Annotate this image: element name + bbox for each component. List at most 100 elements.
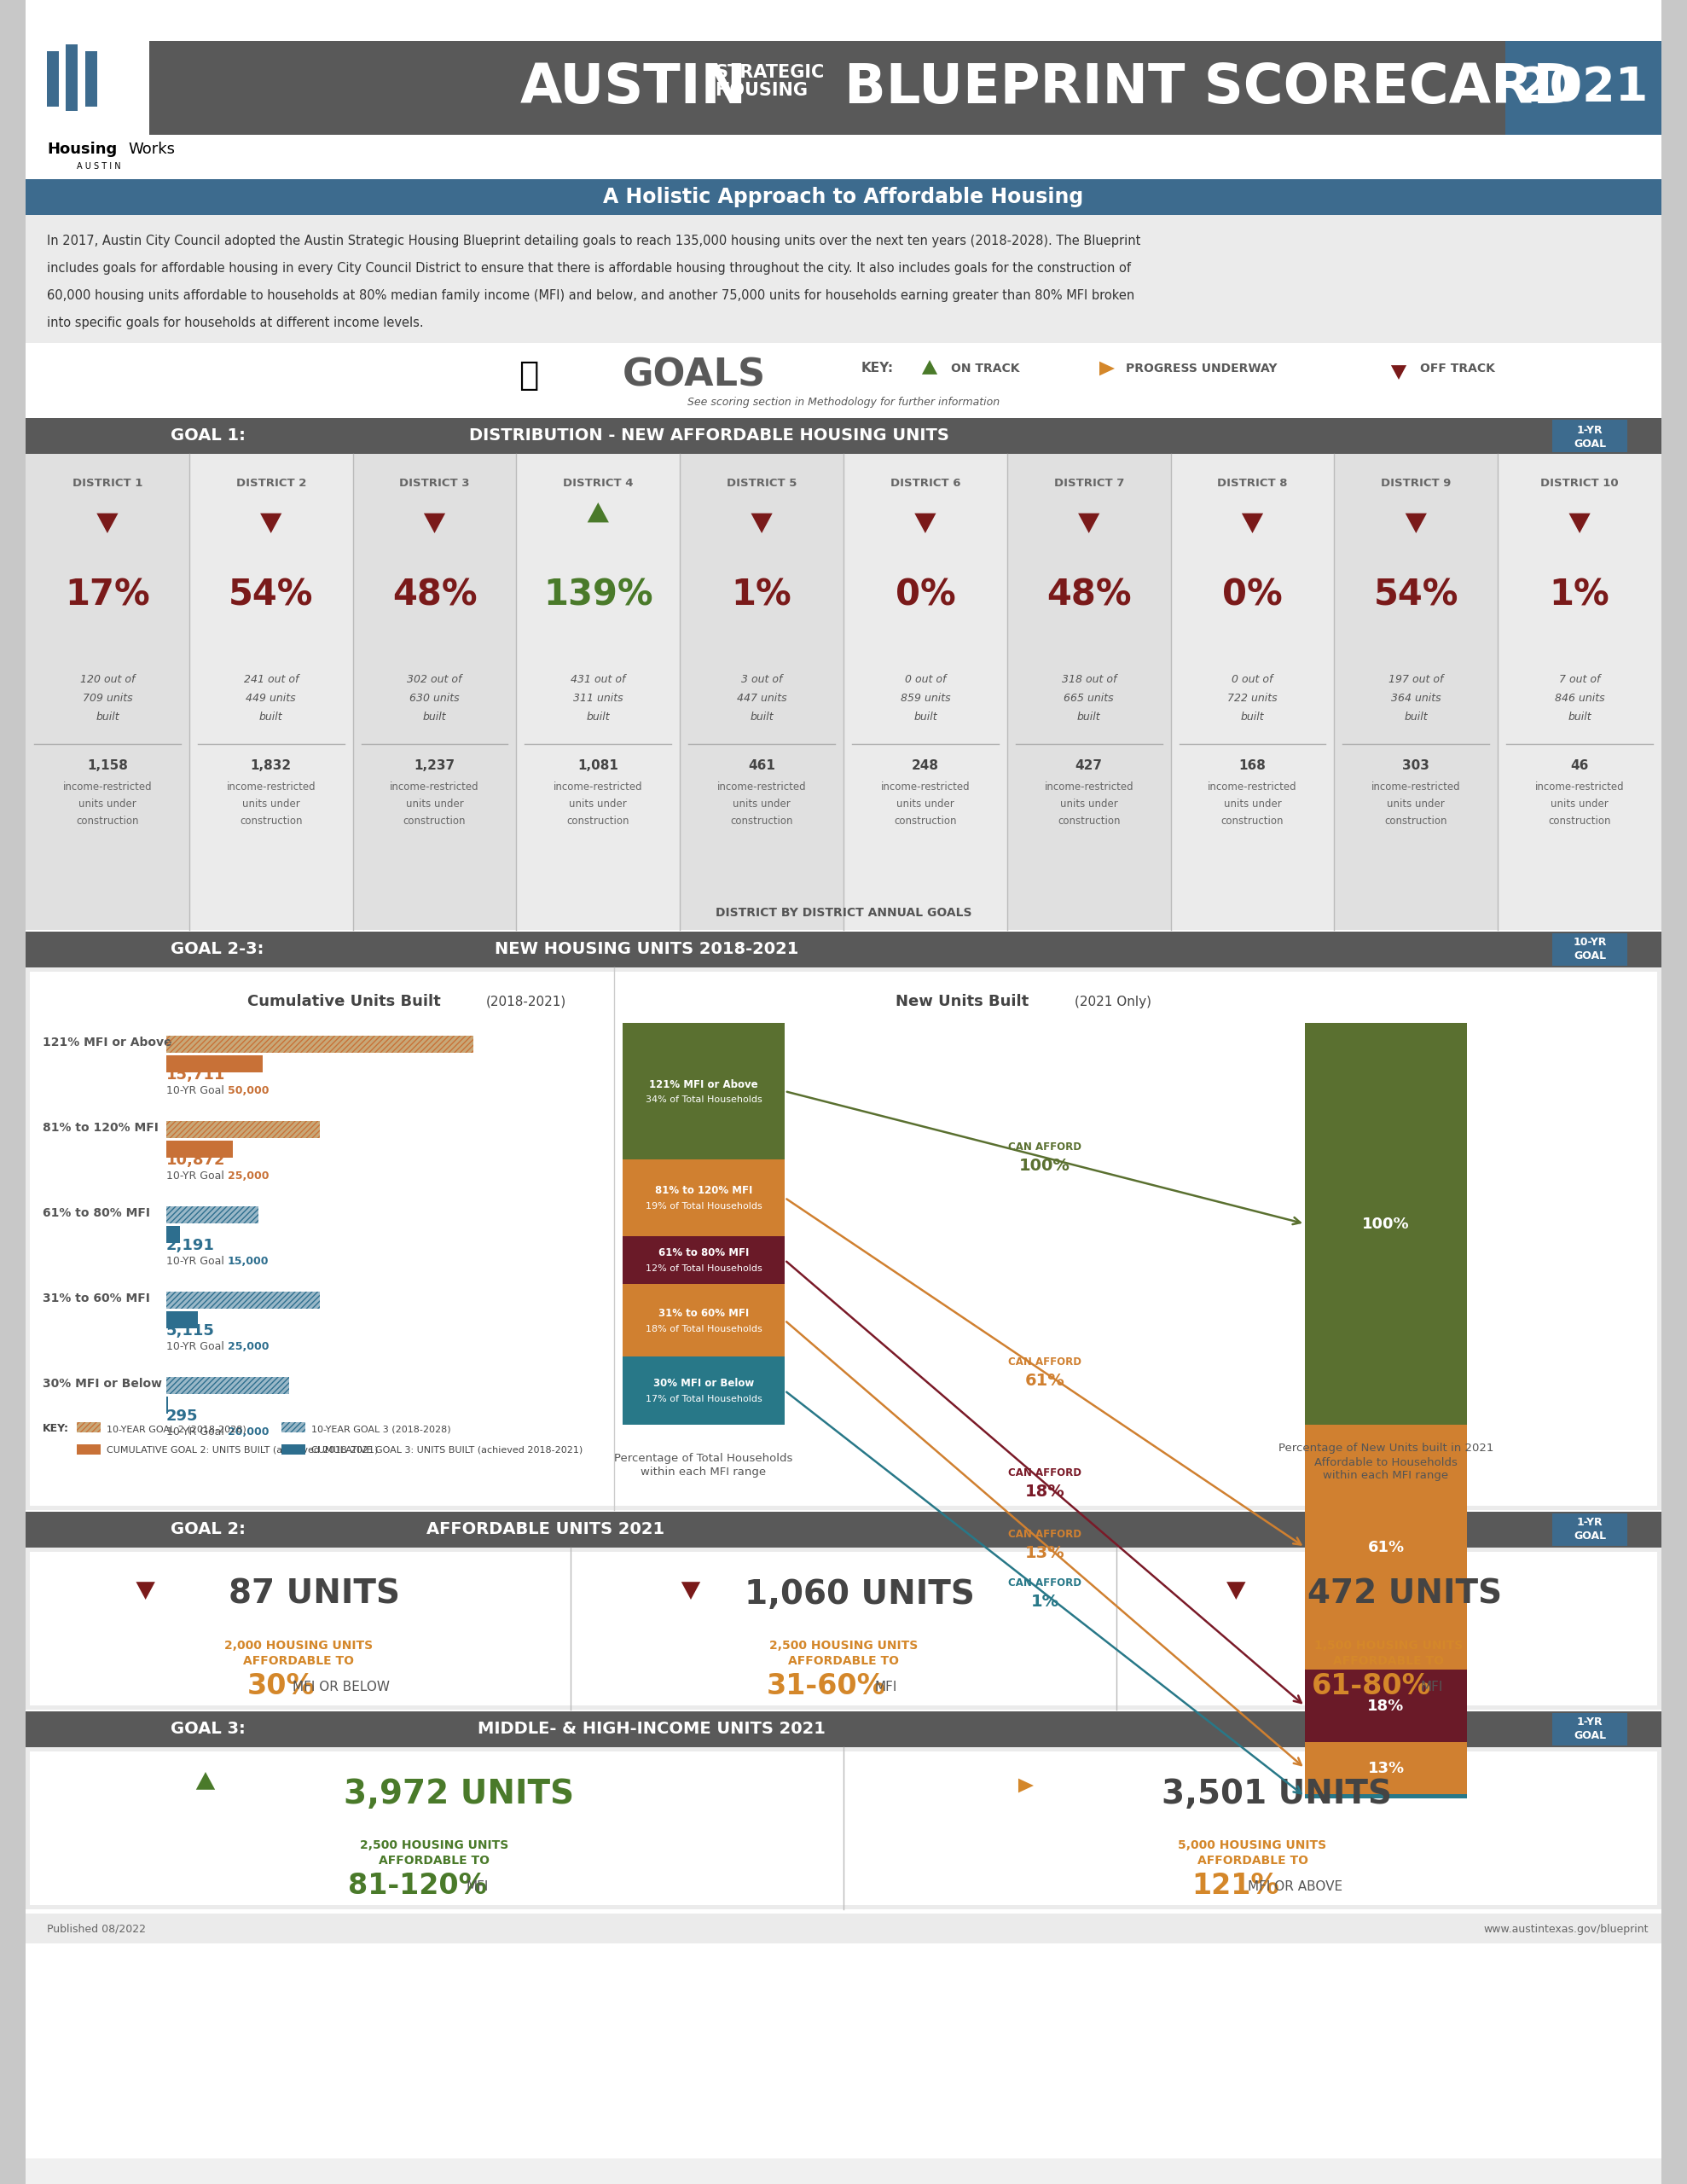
Text: AUSTIN: AUSTIN: [520, 61, 747, 114]
Text: See scoring section in Methodology for further information: See scoring section in Methodology for f…: [687, 397, 1000, 408]
Text: DISTRICT 1: DISTRICT 1: [73, 478, 142, 489]
Bar: [282, 1422, 305, 1433]
Text: 5,000 HOUSING UNITS: 5,000 HOUSING UNITS: [1178, 1839, 1326, 1852]
Text: GOAL 1:: GOAL 1:: [170, 428, 246, 443]
Text: MFI: MFI: [876, 1679, 897, 1693]
Text: 60,000 housing units affordable to households at 80% median family income (MFI) : 60,000 housing units affordable to house…: [47, 288, 1135, 301]
Text: built: built: [914, 712, 936, 723]
Bar: [167, 1396, 169, 1413]
Bar: [623, 1284, 784, 1356]
Text: GOAL: GOAL: [1574, 1531, 1606, 1542]
Bar: [1171, 454, 1334, 930]
Polygon shape: [921, 360, 938, 373]
Text: OFF TRACK: OFF TRACK: [1420, 363, 1495, 373]
Text: AFFORDABLE TO: AFFORDABLE TO: [1198, 1854, 1307, 1867]
Text: 0%: 0%: [896, 577, 955, 612]
Text: 1,500 HOUSING UNITS: 1,500 HOUSING UNITS: [1314, 1640, 1463, 1651]
Text: 449 units: 449 units: [246, 692, 295, 703]
Text: 18% of Total Households: 18% of Total Households: [646, 1324, 763, 1332]
Text: DISTRICT 9: DISTRICT 9: [1382, 478, 1451, 489]
Text: construction: construction: [1385, 815, 1447, 826]
Text: AFFORDABLE TO: AFFORDABLE TO: [1333, 1655, 1444, 1666]
Text: 1%: 1%: [732, 577, 791, 612]
Polygon shape: [1019, 1778, 1034, 1793]
Bar: [1552, 419, 1628, 452]
Polygon shape: [1569, 513, 1591, 533]
Polygon shape: [682, 1581, 700, 1599]
Bar: [25, 454, 189, 930]
Text: 1,158: 1,158: [88, 758, 128, 771]
Polygon shape: [423, 513, 445, 533]
Text: 15,000: 15,000: [228, 1256, 270, 1267]
Bar: [78, 1422, 101, 1433]
Text: Cumulative Units Built: Cumulative Units Built: [248, 994, 445, 1009]
Text: 3,501 UNITS: 3,501 UNITS: [1162, 1778, 1392, 1811]
Bar: [30, 1553, 1657, 1706]
Bar: [1505, 41, 1662, 135]
Text: CAN AFFORD: CAN AFFORD: [1009, 1142, 1081, 1153]
Text: 472 UNITS: 472 UNITS: [1307, 1579, 1503, 1612]
Text: ON TRACK: ON TRACK: [951, 363, 1019, 373]
Text: 447 units: 447 units: [737, 692, 786, 703]
Bar: [1306, 1671, 1468, 1743]
Bar: [353, 454, 516, 930]
Text: GOAL: GOAL: [1574, 1730, 1606, 1741]
Text: 10-YR Goal: 10-YR Goal: [167, 1256, 228, 1267]
Text: units under: units under: [732, 797, 791, 810]
Text: built: built: [1076, 712, 1100, 723]
Text: within each MFI range: within each MFI range: [1323, 1470, 1449, 1481]
Bar: [0, 0, 25, 2184]
Text: DISTRICT 3: DISTRICT 3: [400, 478, 469, 489]
Bar: [66, 44, 78, 111]
Text: construction: construction: [1549, 815, 1611, 826]
Text: 364 units: 364 units: [1392, 692, 1441, 703]
Bar: [623, 1236, 784, 1284]
Bar: [1306, 1022, 1468, 1424]
Bar: [25, 1747, 1662, 1909]
Text: 2,500 HOUSING UNITS: 2,500 HOUSING UNITS: [361, 1839, 509, 1852]
Text: 10-YEAR GOAL 2 (2018-2028): 10-YEAR GOAL 2 (2018-2028): [106, 1424, 246, 1433]
Bar: [25, 343, 1662, 417]
Bar: [167, 1225, 181, 1243]
Text: 1-YR: 1-YR: [1577, 1518, 1603, 1529]
Text: income-restricted: income-restricted: [226, 782, 315, 793]
Text: CUMULATIVE GOAL 2: UNITS BUILT (achieved 2018-2021): CUMULATIVE GOAL 2: UNITS BUILT (achieved…: [106, 1446, 378, 1455]
Text: Published 08/2022: Published 08/2022: [47, 1924, 145, 1935]
Bar: [516, 454, 680, 930]
Bar: [167, 1310, 197, 1328]
Text: built: built: [1567, 712, 1591, 723]
Polygon shape: [137, 1581, 155, 1599]
Text: income-restricted: income-restricted: [1372, 782, 1461, 793]
Text: 295: 295: [167, 1409, 199, 1424]
Bar: [47, 50, 59, 107]
Bar: [167, 1206, 258, 1223]
Text: 10-YR Goal: 10-YR Goal: [167, 1341, 228, 1352]
Text: 17%: 17%: [64, 577, 150, 612]
Text: 46: 46: [1571, 758, 1589, 771]
Text: 13%: 13%: [1368, 1760, 1404, 1776]
Text: GOALS: GOALS: [623, 356, 766, 393]
Bar: [167, 1376, 288, 1393]
Text: AFFORDABLE TO: AFFORDABLE TO: [380, 1854, 489, 1867]
Bar: [25, 179, 1662, 214]
Bar: [30, 972, 1657, 1505]
Bar: [1552, 933, 1628, 965]
Text: CAN AFFORD: CAN AFFORD: [1009, 1577, 1081, 1588]
Text: AFFORDABLE TO: AFFORDABLE TO: [243, 1655, 354, 1666]
Text: 34% of Total Households: 34% of Total Households: [646, 1096, 763, 1103]
Text: 2,000 HOUSING UNITS: 2,000 HOUSING UNITS: [224, 1640, 373, 1651]
Text: built: built: [1240, 712, 1264, 723]
Text: 168: 168: [1238, 758, 1265, 771]
Text: GOAL 3:: GOAL 3:: [170, 1721, 245, 1738]
Bar: [189, 454, 353, 930]
Bar: [148, 41, 1505, 135]
Text: 241 out of: 241 out of: [243, 675, 299, 686]
Text: Affordable to Households: Affordable to Households: [1314, 1457, 1458, 1468]
Text: 10-YR Goal: 10-YR Goal: [167, 1085, 228, 1096]
Text: units under: units under: [896, 797, 955, 810]
Text: CAN AFFORD: CAN AFFORD: [1009, 1356, 1081, 1367]
Polygon shape: [1226, 1581, 1245, 1599]
Text: 30%: 30%: [246, 1673, 315, 1701]
Text: 318 out of: 318 out of: [1061, 675, 1117, 686]
Text: 121%: 121%: [1191, 1872, 1279, 1900]
